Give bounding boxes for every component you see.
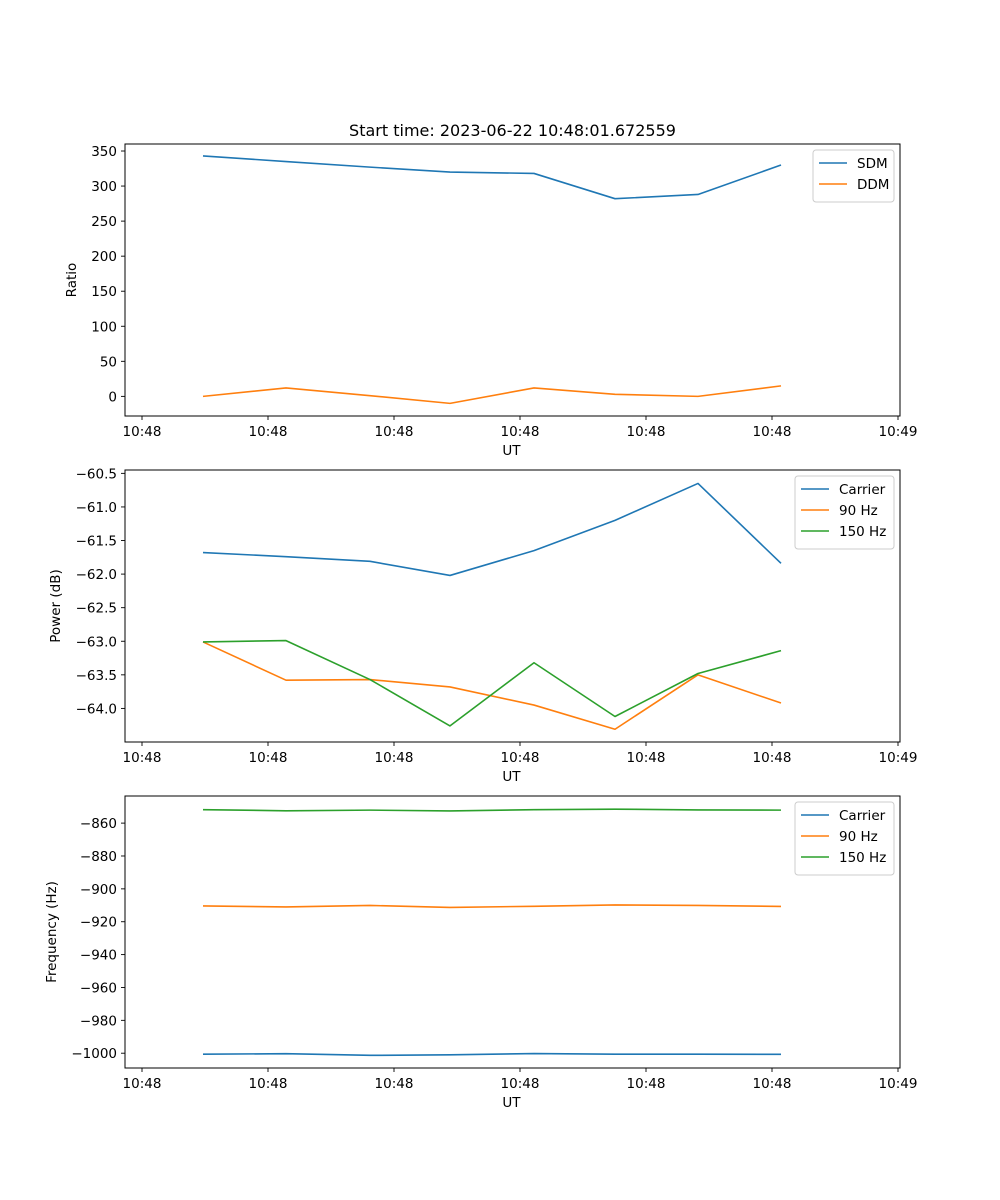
x-tick-label: 10:49: [879, 424, 918, 440]
x-tick-label: 10:48: [627, 1076, 666, 1092]
legend-label: 90 Hz: [839, 503, 878, 519]
x-tick-label: 10:48: [375, 750, 414, 766]
x-tick-label: 10:48: [627, 424, 666, 440]
y-tick-label: −61.0: [76, 500, 117, 516]
x-axis-label: UT: [502, 769, 521, 785]
chart-panel-1: 10:48 10:48 10:48 10:48 10:48 10:48 10:49 0 50 10…: [64, 121, 917, 459]
plot-frame: [124, 795, 901, 1069]
series-line-sdm: [202, 155, 782, 200]
x-tick-label: 10:48: [753, 750, 792, 766]
series-line-ddm: [202, 385, 782, 405]
y-tick-label: −62.5: [76, 601, 117, 617]
y-tick-label: −920: [80, 915, 117, 931]
legend-label: DDM: [857, 177, 889, 193]
x-tick-label: 10:48: [249, 1076, 288, 1092]
y-tick-label: −960: [80, 980, 117, 996]
y-tick-label: −980: [80, 1013, 117, 1029]
x-tick-label: 10:48: [249, 750, 288, 766]
series-line-carrier: [202, 1052, 782, 1057]
x-tick-label: 10:48: [375, 1076, 414, 1092]
x-tick-label: 10:48: [123, 424, 162, 440]
y-tick-label: 150: [91, 284, 117, 300]
y-tick-label: −860: [80, 816, 117, 832]
y-axis-label: Power (dB): [48, 569, 64, 642]
plot-frame: [124, 143, 901, 417]
chart-title: Start time: 2023-06-22 10:48:01.672559: [349, 121, 676, 140]
plot-frame: [124, 469, 901, 743]
x-tick-label: 10:48: [627, 750, 666, 766]
y-tick-label: −64.0: [76, 701, 117, 717]
legend-label: Carrier: [839, 808, 886, 824]
series-line-150-hz: [202, 639, 782, 727]
y-tick-label: −940: [80, 948, 117, 964]
x-tick-label: 10:48: [501, 1076, 540, 1092]
y-tick-label: 350: [91, 144, 117, 160]
chart-panel-2: 10:48 10:48 10:48 10:48 10:48 10:48 10:49 −64.0…: [48, 466, 917, 785]
y-tick-label: 250: [91, 214, 117, 230]
x-tick-label: 10:49: [879, 750, 918, 766]
y-tick-label: −1000: [71, 1046, 117, 1062]
y-tick-label: −62.0: [76, 567, 117, 583]
y-tick-label: 200: [91, 249, 117, 265]
x-axis-label: UT: [502, 1095, 521, 1111]
x-tick-label: 10:48: [123, 1076, 162, 1092]
y-tick-label: −900: [80, 882, 117, 898]
x-tick-label: 10:48: [753, 424, 792, 440]
x-tick-label: 10:48: [123, 750, 162, 766]
legend: Carrier 90 Hz 150 Hz: [794, 801, 895, 876]
legend-label: 150 Hz: [839, 524, 886, 540]
series-line-150-hz: [202, 808, 782, 812]
y-tick-label: 50: [100, 354, 117, 370]
x-tick-label: 10:48: [249, 424, 288, 440]
x-tick-label: 10:48: [501, 750, 540, 766]
y-tick-label: −61.5: [76, 534, 117, 550]
legend: Carrier 90 Hz 150 Hz: [794, 475, 895, 550]
y-tick-label: 300: [91, 179, 117, 195]
legend-label: SDM: [857, 156, 888, 172]
y-tick-label: −60.5: [76, 466, 117, 482]
legend-label: 90 Hz: [839, 829, 878, 845]
y-tick-label: −63.0: [76, 634, 117, 650]
y-tick-label: 0: [108, 389, 117, 405]
legend: SDM DDM: [812, 149, 895, 203]
legend-label: 150 Hz: [839, 850, 886, 866]
legend-label: Carrier: [839, 482, 886, 498]
y-tick-label: −63.5: [76, 668, 117, 684]
x-tick-label: 10:48: [753, 1076, 792, 1092]
y-axis-label: Frequency (Hz): [44, 881, 60, 983]
x-axis-label: UT: [502, 443, 521, 459]
x-tick-label: 10:48: [501, 424, 540, 440]
series-line-90-hz: [202, 904, 782, 909]
x-tick-label: 10:49: [879, 1076, 918, 1092]
x-tick-label: 10:48: [375, 424, 414, 440]
y-tick-label: −880: [80, 849, 117, 865]
chart-panel-3: 10:48 10:48 10:48 10:48 10:48 10:48 10:49 −1000…: [44, 795, 918, 1111]
series-line-90-hz: [202, 641, 782, 731]
series-line-carrier: [202, 482, 782, 577]
y-tick-label: 100: [91, 319, 117, 335]
y-axis-label: Ratio: [64, 263, 80, 298]
